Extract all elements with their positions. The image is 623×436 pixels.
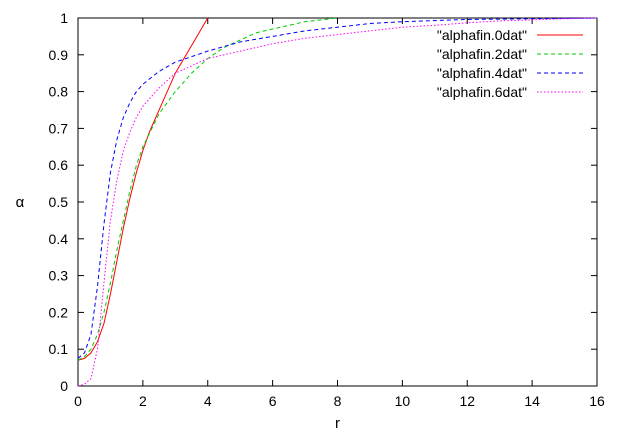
x-tick-label: 2 <box>139 393 147 409</box>
series-lines <box>77 17 598 387</box>
y-tick-label: 0.4 <box>49 231 69 247</box>
y-axis-ticks: 0 0.1 0.2 0.3 0.4 0.5 0.6 0.7 0.8 0.9 1 <box>49 10 597 394</box>
legend: "alphafin.0dat" "alphafin.2dat" "alphafin.… <box>437 27 583 100</box>
legend-label-2: "alphafin.2dat" <box>437 46 527 62</box>
x-tick-label: 8 <box>334 393 342 409</box>
legend-label-1: "alphafin.0dat" <box>437 27 527 43</box>
x-axis-ticks: 0 2 4 6 8 10 12 14 16 <box>74 18 605 409</box>
series-line-1 <box>77 17 209 361</box>
y-tick-label: 0.3 <box>49 268 69 284</box>
x-axis-label: r <box>335 415 340 432</box>
y-tick-label: 0.6 <box>49 157 69 173</box>
y-tick-label: 0 <box>60 378 68 394</box>
y-tick-label: 0.7 <box>49 120 69 136</box>
y-tick-label: 0.2 <box>49 304 69 320</box>
y-tick-label: 0.1 <box>49 341 69 357</box>
y-tick-label: 0.8 <box>49 84 69 100</box>
y-tick-label: 0.5 <box>49 194 69 210</box>
x-tick-label: 12 <box>459 393 475 409</box>
x-tick-label: 4 <box>204 393 212 409</box>
x-tick-label: 6 <box>269 393 277 409</box>
y-tick-label: 1 <box>60 10 68 26</box>
legend-label-4: "alphafin.6dat" <box>437 84 527 100</box>
series-line-3 <box>77 17 598 359</box>
x-tick-label: 10 <box>395 393 411 409</box>
x-tick-label: 0 <box>74 393 82 409</box>
y-axis-label: α <box>16 194 25 211</box>
y-tick-label: 0.9 <box>49 47 69 63</box>
legend-label-3: "alphafin.4dat" <box>437 65 527 81</box>
series-line-2 <box>77 17 338 361</box>
x-tick-label: 16 <box>589 393 605 409</box>
x-tick-label: 14 <box>524 393 540 409</box>
